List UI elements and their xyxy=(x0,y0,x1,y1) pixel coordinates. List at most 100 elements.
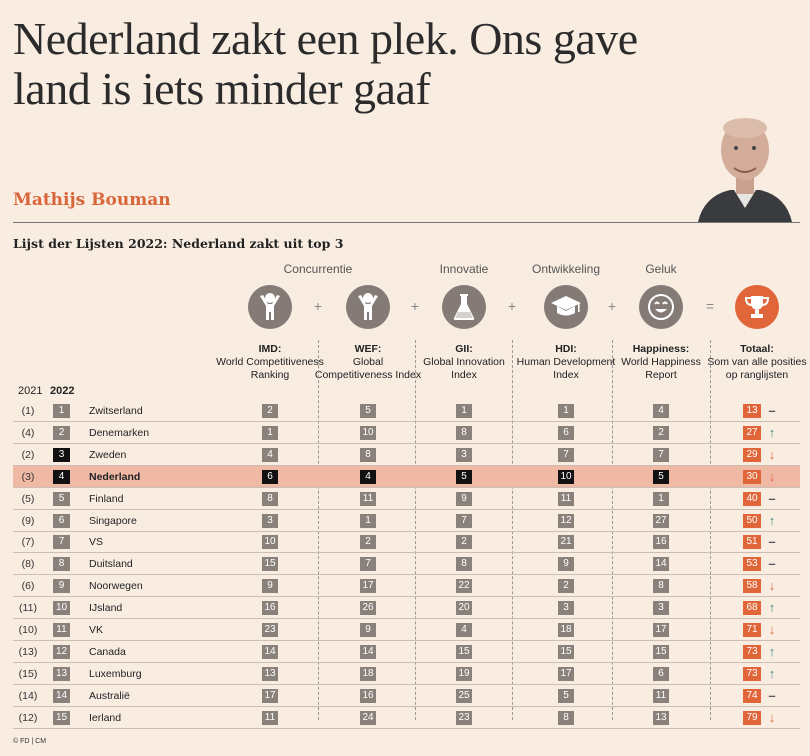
score-happiness: 27 xyxy=(653,513,669,528)
score-hdi: 10 xyxy=(558,469,574,484)
column-name: IMD: xyxy=(258,343,282,355)
score-happiness: 7 xyxy=(653,447,669,462)
score-gii: 23 xyxy=(456,710,472,725)
score-imd: 10 xyxy=(262,535,278,550)
trend-down-icon: ↓ xyxy=(768,468,776,484)
score-wef: 24 xyxy=(360,710,376,725)
score-imd: 2 xyxy=(262,404,278,418)
chart-title: Lijst der Lijsten 2022: Nederland zakt u… xyxy=(13,236,344,251)
score-wef: 18 xyxy=(360,666,376,681)
plus-sign: + xyxy=(507,298,517,314)
score-wef: 2 xyxy=(360,535,376,550)
country-name: Denemarken xyxy=(89,426,150,439)
country-name: Ierland xyxy=(89,711,122,724)
score-gii: 3 xyxy=(456,447,472,462)
trend-same-icon: – xyxy=(768,403,776,418)
score-wef: 26 xyxy=(360,601,376,616)
graduation-cap-icon xyxy=(544,285,588,329)
country-name: Australië xyxy=(89,689,130,702)
previous-rank: (4) xyxy=(21,426,35,439)
headline: Nederland zakt een plek. Ons gave land i… xyxy=(13,13,638,114)
table-row: (14) 14 Australië 17 16 25 5 11 74– xyxy=(13,685,800,707)
column-header-imd: IMD: World Competitiveness Ranking xyxy=(215,343,325,382)
rank-badge: 15 xyxy=(53,710,70,725)
total-score: 13 xyxy=(743,404,761,418)
score-wef: 5 xyxy=(360,404,376,418)
table-row: (4) 2 Denemarken 1 10 8 6 2 27 ↑ xyxy=(13,422,800,444)
author-portrait xyxy=(690,108,800,222)
score-hdi: 7 xyxy=(558,447,574,462)
country-name: VK xyxy=(89,624,104,636)
score-gii: 4 xyxy=(456,623,472,637)
rank-badge: 12 xyxy=(53,644,70,659)
divider xyxy=(13,222,800,223)
score-gii: 8 xyxy=(456,557,472,572)
previous-rank: (3) xyxy=(21,470,35,483)
table-row: (10) 11 VK 23 9 4 18 17 71 ↓ xyxy=(13,619,800,641)
rank-badge: 6 xyxy=(53,513,70,528)
score-gii: 8 xyxy=(456,425,472,440)
trend-up-icon: ↑ xyxy=(768,665,776,681)
previous-rank: (6) xyxy=(21,580,35,593)
trend-up-icon: ↑ xyxy=(768,600,776,616)
trend-same-icon: – xyxy=(768,534,776,550)
rank-badge: 11 xyxy=(53,623,70,637)
plus-sign: + xyxy=(410,298,420,314)
previous-rank: (11) xyxy=(19,602,37,615)
score-happiness: 14 xyxy=(653,557,669,572)
column-divider xyxy=(612,340,613,720)
column-name: HDI: xyxy=(555,343,577,355)
rank-badge: 9 xyxy=(53,579,70,594)
score-wef: 14 xyxy=(360,644,376,659)
category-label: Concurrentie xyxy=(283,262,353,276)
previous-rank: (13) xyxy=(18,645,38,658)
total-score: 51 xyxy=(743,535,761,550)
total-score: 71 xyxy=(743,623,761,637)
column-name: WEF: xyxy=(354,343,382,355)
table-row: (9) 6 Singapore 3 1 7 12 27 50 ↑ xyxy=(13,510,800,532)
total-score: 68 xyxy=(743,601,761,616)
table-row: (12) 15 Ierland 11 24 23 8 13 79 ↓ xyxy=(13,707,800,729)
score-hdi: 6 xyxy=(558,425,574,440)
column-divider xyxy=(318,340,319,720)
score-imd: 8 xyxy=(262,491,278,506)
trend-up-icon: ↑ xyxy=(768,512,776,528)
table-row: (7) 7 VS 10 2 2 21 16 51– xyxy=(13,531,800,554)
table-row: (11) 10 IJsland 16 26 20 3 3 68 ↑ xyxy=(13,597,800,620)
trend-down-icon: ↓ xyxy=(768,578,776,594)
country-name: Duitsland xyxy=(89,558,133,571)
score-happiness: 4 xyxy=(653,404,669,418)
trend-same-icon: – xyxy=(768,687,776,703)
rank-badge: 1 xyxy=(53,404,70,418)
score-hdi: 18 xyxy=(558,623,574,637)
score-wef: 10 xyxy=(360,425,376,440)
plus-sign: + xyxy=(313,298,323,314)
score-happiness: 1 xyxy=(653,491,669,506)
column-description: Human Development Index xyxy=(516,356,616,381)
table-row: (8) 8 Duitsland 15 7 8 9 14 53– xyxy=(13,553,800,576)
previous-rank: (10) xyxy=(18,624,38,636)
country-name: Luxemburg xyxy=(89,667,142,680)
trend-same-icon: – xyxy=(768,556,776,572)
score-wef: 1 xyxy=(360,513,376,528)
rank-badge: 8 xyxy=(53,557,70,572)
rank-badge: 3 xyxy=(53,447,70,462)
score-wef: 9 xyxy=(360,623,376,637)
column-header-wef: WEF: Global Competitiveness Index xyxy=(313,343,423,382)
country-name: Zweden xyxy=(89,448,127,461)
score-imd: 11 xyxy=(262,710,278,725)
score-hdi: 2 xyxy=(558,579,574,594)
score-hdi: 9 xyxy=(558,557,574,572)
trophy-icon xyxy=(735,285,779,329)
column-header-gii: GII: Global Innovation Index xyxy=(409,343,519,382)
score-hdi: 5 xyxy=(558,688,574,703)
total-score: 74 xyxy=(743,688,761,703)
author-name: Mathijs Bouman xyxy=(13,190,171,210)
score-happiness: 17 xyxy=(653,623,669,637)
previous-rank: (15) xyxy=(18,667,38,680)
score-gii: 5 xyxy=(456,469,472,484)
rank-badge: 2 xyxy=(53,425,70,440)
score-happiness: 5 xyxy=(653,469,669,484)
score-imd: 4 xyxy=(262,447,278,462)
country-name: Noorwegen xyxy=(89,580,143,593)
